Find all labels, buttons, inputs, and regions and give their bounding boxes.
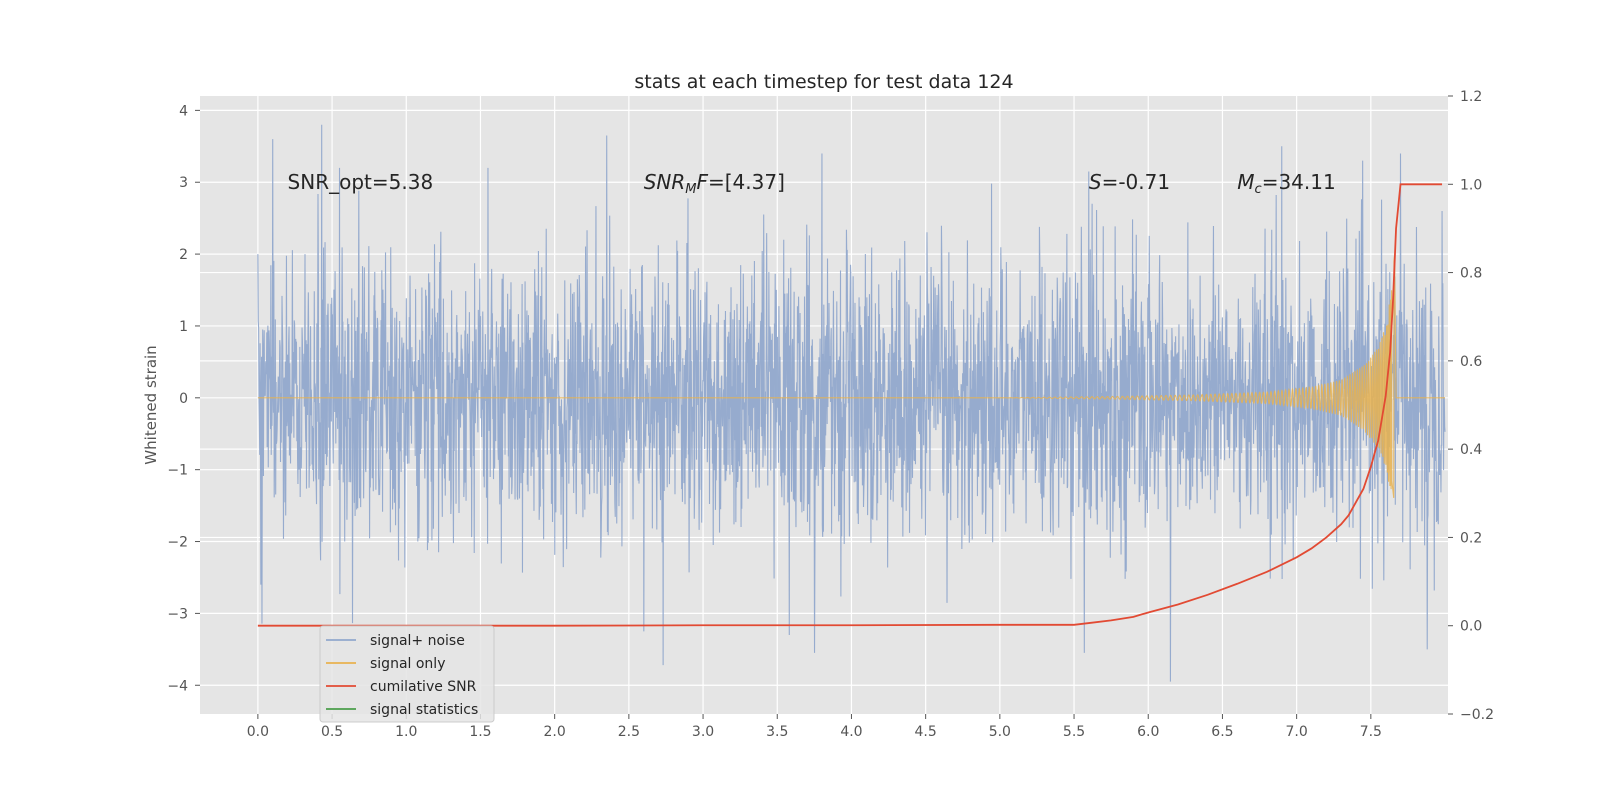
x-tick-label: 5.0	[989, 724, 1011, 740]
x-tick-label: 5.5	[1063, 724, 1085, 740]
y-tick-label: 2	[179, 247, 188, 263]
legend-label: signal statistics	[370, 702, 478, 718]
y2-tick-label: 0.0	[1460, 619, 1482, 635]
y2-tick-label: 1.2	[1460, 89, 1482, 105]
y2-tick-label: 0.4	[1460, 442, 1482, 458]
x-tick-label: 0.0	[247, 724, 269, 740]
x-tick-label: 4.5	[915, 724, 937, 740]
annotation-3: Mc=34.11	[1237, 170, 1335, 197]
legend-label: signal only	[370, 656, 445, 672]
signal-only-line	[257, 255, 1446, 499]
y-tick-label: 3	[179, 175, 188, 191]
y-tick-label: −3	[167, 606, 188, 622]
y2-tick-label: 0.6	[1460, 354, 1482, 370]
y-tick-label: 4	[179, 103, 188, 119]
x-tick-label: 2.0	[544, 724, 566, 740]
x-tick-label: 2.5	[618, 724, 640, 740]
y-tick-label: −1	[167, 463, 188, 479]
x-tick-label: 1.5	[469, 724, 491, 740]
x-tick-label: 1.0	[395, 724, 417, 740]
legend-label: cumilative SNR	[370, 679, 477, 695]
signal-noise-line	[257, 124, 1446, 682]
signal-only-series	[257, 255, 1446, 499]
y-axis-label: Whitened strain	[142, 345, 160, 464]
x-tick-label: 3.0	[692, 724, 714, 740]
y2-tick-label: 0.8	[1460, 266, 1482, 282]
y-tick-label: 1	[179, 319, 188, 335]
y-tick-label: −2	[167, 535, 188, 551]
chart-title: stats at each timestep for test data 124	[634, 71, 1013, 93]
x-tick-label: 6.0	[1137, 724, 1159, 740]
x-tick-label: 7.0	[1286, 724, 1308, 740]
y-tick-label: 0	[179, 391, 188, 407]
x-tick-label: 6.5	[1211, 724, 1233, 740]
x-tick-label: 7.5	[1360, 724, 1382, 740]
x-tick-label: 3.5	[766, 724, 788, 740]
axes: 0.0 0.5 1.0 1.5 2.0 2.5 3.0 3.5 4.0 4.5 5.0 5.5 6.0 6…	[167, 89, 1494, 740]
y-tick-label: −4	[167, 678, 188, 694]
x-tick-label: 4.0	[840, 724, 862, 740]
cumulative-snr-line	[257, 183, 1443, 627]
signal-noise-series	[257, 124, 1446, 682]
annotation-0: SNR_opt=5.38	[288, 170, 434, 194]
y2-tick-label: 1.0	[1460, 177, 1482, 193]
y2-tick-label: −0.2	[1460, 707, 1494, 723]
legend-label: signal+ noise	[370, 633, 465, 649]
y2-tick-label: 0.2	[1460, 530, 1482, 546]
annotation-1: SNRMF=[4.37]	[644, 170, 785, 197]
annotation-2: S=-0.71	[1089, 170, 1170, 194]
annotations: SNR_opt=5.38 SNRMF=[4.37] S=-0.71 Mc=34.11	[288, 170, 1336, 197]
legend: signal+ noise signal only cumilative SNR si…	[319, 625, 495, 723]
x-tick-label: 0.5	[321, 724, 343, 740]
legend-box	[319, 625, 495, 723]
cumulative-snr-series	[257, 183, 1443, 627]
